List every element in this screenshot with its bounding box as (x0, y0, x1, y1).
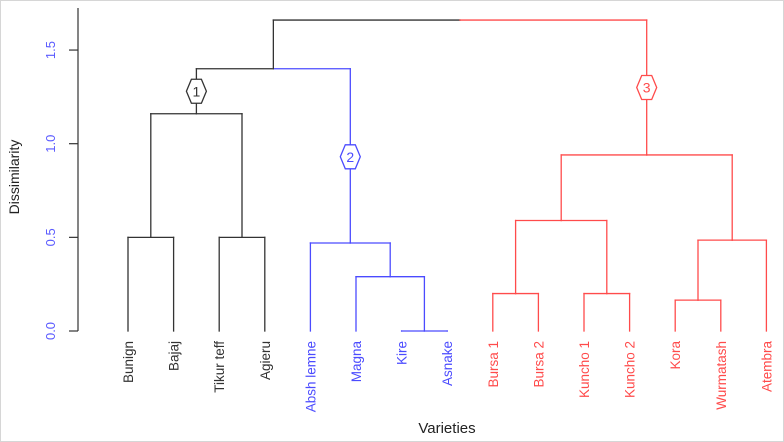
leaf-label: Kire (395, 341, 410, 365)
hexagon-icon (635, 74, 658, 101)
y-axis-title: Dissimilarity (6, 140, 22, 215)
y-tick-label: 0.0 (43, 322, 58, 340)
leaf-label: Bursa 1 (486, 341, 501, 388)
leaf-label: Atembra (759, 341, 774, 393)
leaf-label: Kuncho 1 (577, 341, 592, 398)
leaf-label: Kora (668, 341, 683, 370)
cluster-label-2: 2 (339, 144, 362, 170)
cluster-number: 1 (193, 83, 201, 99)
cluster-label-1: 1 (185, 78, 208, 104)
cluster-number: 3 (643, 80, 651, 96)
leaf-label: Bunign (121, 341, 136, 383)
cluster-labels: 1 2 3 (185, 74, 658, 170)
hexagon-icon (185, 78, 208, 104)
dendrogram-branches (127, 19, 768, 332)
y-tick-label: 1.5 (43, 41, 58, 59)
leaf-label: Wurmatash (714, 341, 729, 410)
x-axis-title: Varieties (418, 420, 475, 437)
leaf-label: Absh lemne (303, 341, 318, 412)
leaf-labels: Bunign Bajaj Tikur teff Agieru Absh lemne Mag… (121, 341, 774, 413)
y-tick-label: 1.0 (43, 135, 58, 153)
leaf-label: Asnake (440, 341, 455, 386)
y-tick-label: 0.5 (43, 228, 58, 246)
leaf-label: Bursa 2 (531, 341, 546, 388)
leaf-label: Bajaj (167, 341, 182, 371)
cluster-label-3: 3 (635, 74, 658, 101)
cluster-number: 2 (346, 149, 354, 165)
leaf-label: Kuncho 2 (623, 341, 638, 398)
leaf-label: Magna (349, 341, 364, 383)
hexagon-icon (339, 144, 362, 170)
leaf-label: Agieru (258, 341, 273, 380)
leaf-label: Tikur teff (212, 341, 227, 393)
y-axis: 0.0 0.5 1.0 1.5 (43, 8, 79, 340)
